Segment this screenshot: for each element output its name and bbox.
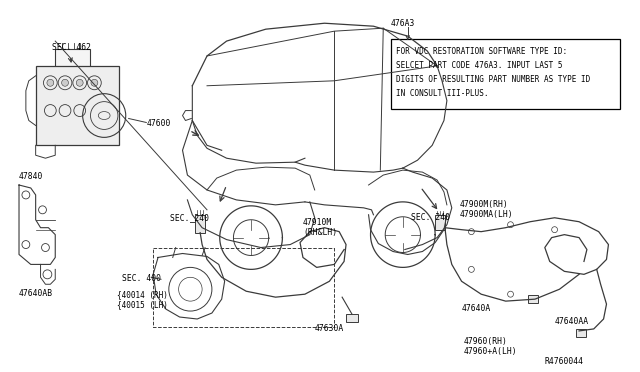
- Text: 47640AA: 47640AA: [555, 317, 589, 326]
- Circle shape: [91, 79, 98, 86]
- Circle shape: [47, 79, 54, 86]
- Text: DIGITS OF RESULTING PART NUMBER AS TYPE ID: DIGITS OF RESULTING PART NUMBER AS TYPE …: [396, 75, 590, 84]
- Text: R4760044: R4760044: [545, 357, 584, 366]
- Text: SEC. 240: SEC. 240: [170, 214, 209, 223]
- Text: 47640AB: 47640AB: [19, 289, 53, 298]
- Text: 476A3: 476A3: [391, 19, 415, 28]
- Text: 47640A: 47640A: [461, 304, 491, 313]
- Text: {40014 (RH): {40014 (RH): [117, 290, 168, 299]
- Text: 47960(RH): 47960(RH): [463, 337, 508, 346]
- Text: SEC. 400: SEC. 400: [122, 274, 161, 283]
- Text: SEC. 462: SEC. 462: [52, 43, 92, 52]
- Text: 47910M: 47910M: [303, 218, 332, 227]
- Circle shape: [61, 79, 68, 86]
- Bar: [391, 39, 620, 109]
- Text: (RH&LH): (RH&LH): [303, 228, 337, 237]
- Text: 47960+A(LH): 47960+A(LH): [463, 347, 517, 356]
- Bar: [528, 295, 538, 303]
- Text: 47600: 47600: [147, 119, 171, 128]
- Text: SEC. 240: SEC. 240: [411, 213, 450, 222]
- Bar: [195, 215, 205, 232]
- Text: 47900MA(LH): 47900MA(LH): [460, 210, 513, 219]
- Bar: [346, 314, 358, 322]
- Text: FOR VDC RESTORATION SOFTWARE TYPE ID:: FOR VDC RESTORATION SOFTWARE TYPE ID:: [396, 47, 567, 56]
- Text: 47840: 47840: [19, 172, 44, 181]
- Bar: [576, 329, 586, 337]
- Circle shape: [76, 79, 83, 86]
- Text: {40015 (LH): {40015 (LH): [117, 300, 168, 309]
- Text: 47630A: 47630A: [315, 324, 344, 333]
- Bar: [153, 247, 334, 327]
- FancyBboxPatch shape: [36, 66, 119, 145]
- Text: IN CONSULT III-PLUS.: IN CONSULT III-PLUS.: [396, 89, 488, 98]
- Bar: [55, 49, 90, 71]
- Text: 47900M(RH): 47900M(RH): [460, 200, 508, 209]
- Bar: [435, 215, 445, 230]
- Text: SELCET PART CODE 476A3. INPUT LAST 5: SELCET PART CODE 476A3. INPUT LAST 5: [396, 61, 563, 70]
